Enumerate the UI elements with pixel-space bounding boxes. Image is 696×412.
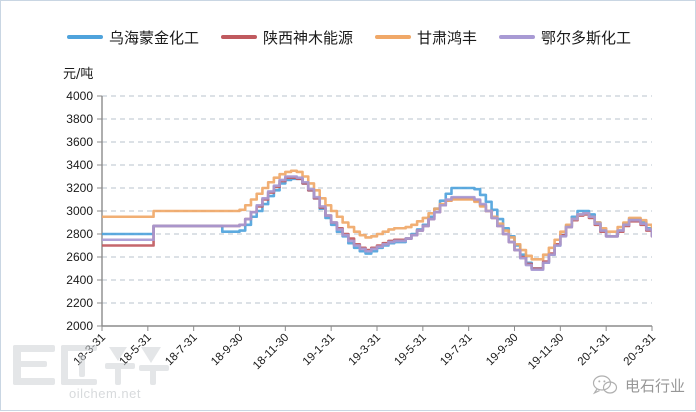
legend-item-honfeng[interactable]: 甘肃鸿丰 (375, 27, 477, 48)
legend-item-shenmu[interactable]: 陕西神木能源 (220, 27, 353, 48)
legend-swatch-shenmu (220, 35, 257, 39)
x-tick-label-11: 20-1-31 (576, 332, 613, 369)
legend-swatch-wuhai (66, 35, 103, 39)
chart-legend: 乌海蒙金化工 陕西神木能源 甘肃鸿丰 鄂尔多斯化工 (1, 23, 696, 51)
y-tick-label-4000: 4000 (66, 89, 93, 103)
legend-label-honfeng: 甘肃鸿丰 (417, 28, 478, 47)
x-tick-label-10: 19-11-30 (526, 332, 566, 372)
x-tick-label-9: 19-9-30 (484, 332, 521, 369)
legend-item-wuhai[interactable]: 乌海蒙金化工 (66, 27, 199, 48)
y-tick-label-2400: 2400 (66, 273, 93, 287)
legend-label-erdos: 鄂尔多斯化工 (541, 28, 632, 47)
x-tick-label-6: 19-3-31 (347, 332, 384, 369)
y-tick-label-2000: 2000 (66, 319, 93, 333)
y-tick-label-3400: 3400 (66, 158, 93, 172)
y-tick-label-2800: 2800 (66, 227, 93, 241)
y-tick-label-3000: 3000 (66, 204, 93, 218)
x-tick-label-4: 18-11-30 (251, 332, 291, 372)
legend-swatch-honfeng (375, 35, 411, 39)
x-tick-label-12: 20-3-31 (622, 332, 659, 369)
x-tick-label-1: 18-5-31 (117, 332, 154, 369)
series-group (102, 169, 652, 271)
x-tick-label-5: 19-1-31 (301, 332, 338, 369)
legend-label-wuhai: 乌海蒙金化工 (108, 28, 199, 47)
x-tick-label-2: 18-7-31 (163, 332, 200, 369)
x-tick-label-7: 19-5-31 (392, 332, 429, 369)
y-tick-label-3800: 3800 (66, 112, 93, 126)
x-tick-label-3: 18-9-30 (209, 332, 246, 369)
y-tick-label-2200: 2200 (66, 296, 93, 310)
y-tick-label-3600: 3600 (66, 135, 93, 149)
legend-swatch-erdos (499, 35, 536, 39)
x-tick-label-0: 18-3-31 (72, 332, 109, 369)
series-line-3[interactable] (102, 175, 652, 271)
legend-item-erdos[interactable]: 鄂尔多斯化工 (499, 27, 631, 48)
legend-label-shenmu: 陕西神木能源 (262, 28, 353, 47)
y-tick-label-2600: 2600 (66, 250, 93, 264)
series-line-1[interactable] (102, 176, 652, 270)
y-axis-unit-label: 元/吨 (63, 67, 94, 82)
x-tick-label-8: 19-7-31 (438, 332, 475, 369)
y-tick-label-3200: 3200 (66, 181, 93, 195)
